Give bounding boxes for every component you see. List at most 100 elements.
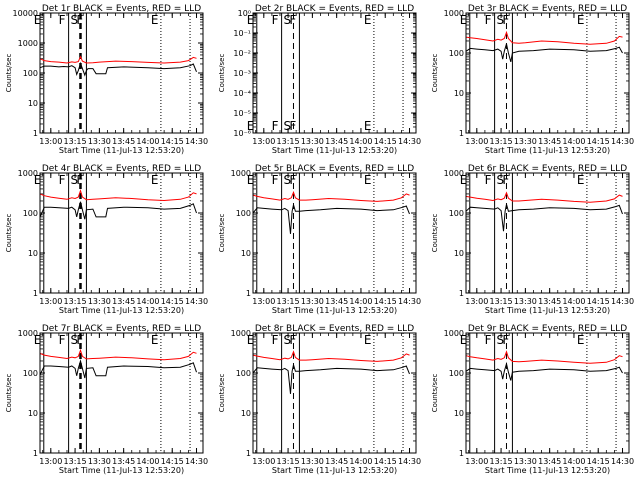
panel-title: Det 6r BLACK = Events, RED = LLD: [468, 164, 627, 174]
marker-label: F: [289, 173, 296, 187]
x-tick-label: 13:30: [514, 297, 537, 306]
series-line-lld: [465, 191, 623, 203]
y-tick-label: 1000: [444, 329, 464, 338]
y-axis-label: Counts/sec: [5, 214, 13, 253]
y-tick-label: 100: [449, 369, 464, 378]
panel-det-7: Det 7r BLACK = Events, RED = LLD 1 10 100 10…: [5, 324, 208, 475]
panel-det-5: Det 5r BLACK = Events, RED = LLD 1 10 100 10…: [218, 164, 421, 315]
x-tick-label: 14:30: [398, 137, 421, 146]
marker-label: E: [364, 333, 372, 347]
marker-label: F: [289, 13, 296, 27]
x-tick-label: 14:00: [136, 297, 159, 306]
marker-label: F: [485, 333, 492, 347]
x-tick-label: 13:00: [252, 457, 275, 466]
x-tick-label: 14:15: [587, 137, 610, 146]
marker-label: F: [502, 173, 509, 187]
x-tick-label: 13:15: [64, 457, 87, 466]
panel-det-4: Det 4r BLACK = Events, RED = LLD 1 10 100 10…: [5, 164, 208, 315]
marker-label: E: [577, 333, 585, 347]
marker-label: F: [289, 333, 296, 347]
plot-frame: [465, 172, 630, 294]
x-tick-label: 13:30: [301, 137, 324, 146]
y-tick-label: 1: [459, 129, 464, 138]
marker-label: S: [283, 13, 291, 27]
marker-label: E: [34, 173, 42, 187]
x-tick-label: 14:30: [185, 137, 208, 146]
x-tick-label: 13:30: [301, 457, 324, 466]
x-tick-label: 14:30: [611, 297, 634, 306]
series-line-lld: [465, 350, 623, 364]
y-tick-label: 10⁻⁵: [233, 109, 251, 118]
x-tick-label: 14:15: [587, 297, 610, 306]
x-axis-label: Start Time (11-Jul-13 12:53:20): [485, 146, 610, 155]
x-tick-label: 14:15: [587, 457, 610, 466]
series-line-events: [252, 364, 410, 394]
y-axis-label: Counts/sec: [431, 54, 439, 93]
marker-label: S: [70, 13, 78, 27]
marker-label: S: [70, 333, 78, 347]
x-tick-label: 14:30: [398, 457, 421, 466]
x-tick-label: 13:45: [538, 137, 561, 146]
x-tick-label: 13:45: [112, 137, 135, 146]
y-axis-label: Counts/sec: [431, 374, 439, 413]
y-tick-label: 1: [459, 289, 464, 298]
x-axis-label: Start Time (11-Jul-13 12:53:20): [59, 306, 184, 315]
y-tick-label: 1000: [18, 39, 38, 48]
series-line-lld: [39, 189, 197, 202]
marker-label: F: [76, 333, 83, 347]
panel-det-8: Det 8r BLACK = Events, RED = LLD 1 10 100 10…: [218, 324, 421, 475]
x-tick-label: 14:30: [185, 457, 208, 466]
marker-label: F: [76, 173, 83, 187]
marker-label: E: [460, 333, 468, 347]
x-tick-label: 14:00: [562, 457, 585, 466]
marker-label: S: [283, 333, 291, 347]
y-tick-label: 10: [241, 249, 251, 258]
plot-frame: [252, 172, 417, 294]
panel-det-3: Det 3r BLACK = Events, RED = LLD 1 10 100 10…: [431, 4, 634, 155]
x-tick-label: 14:30: [611, 457, 634, 466]
marker-label: E: [247, 333, 255, 347]
plot-frame: [252, 12, 417, 134]
series-line-lld: [252, 350, 410, 362]
marker-label: S: [496, 333, 504, 347]
marker-label: F: [76, 13, 83, 27]
panel-det-1: Det 1r BLACK = Events, RED = LLD 1 10 100 10…: [5, 4, 208, 155]
y-tick-label: 1: [459, 449, 464, 458]
marker-label: E: [577, 173, 585, 187]
y-axis-label: Counts/sec: [218, 374, 226, 413]
x-tick-label: 13:00: [39, 137, 62, 146]
y-tick-label: 10: [241, 409, 251, 418]
y-tick-label: 100: [449, 49, 464, 58]
x-axis-label: Start Time (11-Jul-13 12:53:20): [59, 466, 184, 475]
x-tick-label: 13:00: [252, 137, 275, 146]
marker-label: S: [70, 173, 78, 187]
marker-label: F: [272, 173, 279, 187]
x-tick-label: 14:30: [185, 297, 208, 306]
y-tick-label: 10⁻¹: [233, 29, 251, 38]
x-tick-label: 14:00: [136, 137, 159, 146]
marker-label-bottom: E: [247, 119, 255, 133]
marker-label: F: [502, 333, 509, 347]
y-tick-label: 10: [28, 249, 38, 258]
x-tick-label: 13:30: [514, 137, 537, 146]
marker-label: F: [272, 333, 279, 347]
y-axis-label: Counts/sec: [431, 214, 439, 253]
plot-frame: [39, 12, 204, 134]
y-tick-label: 1000: [18, 329, 38, 338]
panel-title: Det 7r BLACK = Events, RED = LLD: [42, 324, 201, 334]
marker-label: S: [496, 173, 504, 187]
panel-title: Det 3r BLACK = Events, RED = LLD: [468, 4, 627, 14]
panel-title: Det 5r BLACK = Events, RED = LLD: [255, 164, 414, 174]
y-tick-label: 1: [246, 449, 251, 458]
x-tick-label: 13:15: [490, 137, 513, 146]
x-tick-label: 13:45: [325, 137, 348, 146]
marker-label: F: [59, 333, 66, 347]
y-tick-label: 1000: [444, 169, 464, 178]
marker-label: F: [59, 13, 66, 27]
x-tick-label: 13:15: [490, 457, 513, 466]
y-tick-label: 10: [454, 249, 464, 258]
panel-title: Det 4r BLACK = Events, RED = LLD: [42, 164, 201, 174]
marker-label: E: [247, 13, 255, 27]
plot-frame: [465, 12, 630, 134]
